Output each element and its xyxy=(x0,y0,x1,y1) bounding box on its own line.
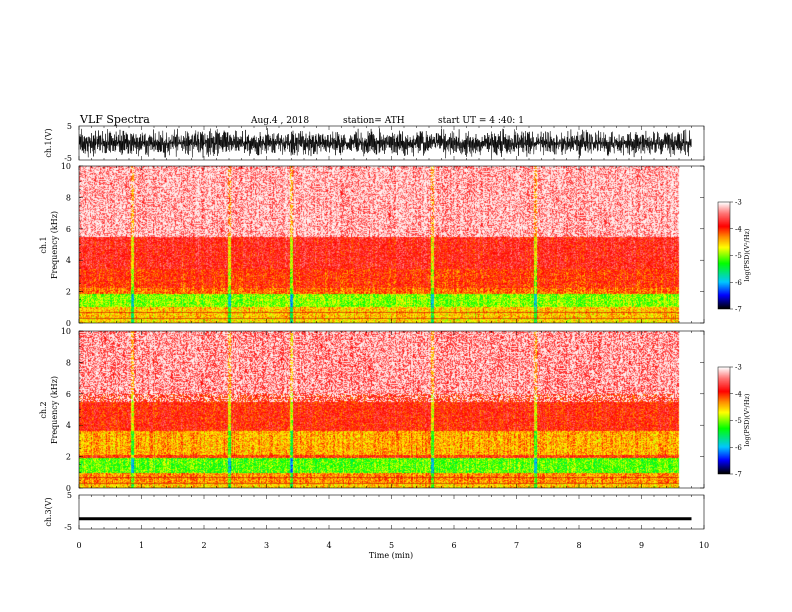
ch2-colorbar: -3 -4 -5 -6 -7 log(PSD)(V²/Hz) xyxy=(717,364,751,479)
ch1-spectrogram-image xyxy=(79,166,691,323)
freq-ticklabel: 2 xyxy=(66,453,71,462)
time-ticklabel: 9 xyxy=(639,541,644,550)
colorbar-ticklabel: -7 xyxy=(735,471,742,479)
colorbar-ticklabel: -4 xyxy=(735,390,742,398)
ch3-waveform-ticks xyxy=(78,495,705,529)
freq-ticklabel: 8 xyxy=(66,193,71,202)
colorbar-ticklabel: -5 xyxy=(735,252,742,260)
freq-ticklabel: 0 xyxy=(66,319,71,328)
ch1-ytick-top: 5 xyxy=(67,122,72,131)
ch3-waveform-panel: 5 -5 ch.3(V) 0 1 2 3 4 5 6 7 8 9 10 Time (min) xyxy=(44,491,709,560)
date-label: Aug.4 , 2018 xyxy=(250,116,309,126)
ch2-colorbar-label: log(PSD)(V²/Hz) xyxy=(743,393,751,446)
freq-ticklabel: 0 xyxy=(66,484,71,493)
ch2-colorbar-ticks: -3 -4 -5 -6 -7 xyxy=(730,364,742,479)
time-ticklabel: 5 xyxy=(389,541,394,550)
freq-ticklabel: 4 xyxy=(66,256,71,265)
ch1-freq-ticklabels: 0 2 4 6 8 10 xyxy=(61,162,704,328)
ch1-colorbar: -3 -4 -5 -6 -7 log(PSD)(V²/Hz) xyxy=(717,199,751,314)
time-ticklabel: 1 xyxy=(139,541,144,550)
freq-ticklabel: 6 xyxy=(66,225,71,234)
ch2-spectrogram-ylabel1: ch.2 xyxy=(39,401,48,418)
ch1-colorbar-gradient xyxy=(718,202,730,309)
colorbar-ticklabel: -5 xyxy=(735,417,742,425)
time-ticklabel: 10 xyxy=(699,541,709,550)
time-axis-label: Time (min) xyxy=(369,551,413,560)
ch1-ytick-bottom: -5 xyxy=(64,154,72,163)
time-ticklabel: 8 xyxy=(576,541,581,550)
time-ticklabel: 7 xyxy=(514,541,519,550)
freq-ticklabel: 2 xyxy=(66,288,71,297)
ch1-spectrogram-ylabel1: ch.1 xyxy=(39,236,48,253)
freq-ticklabel: 10 xyxy=(61,162,71,171)
ch1-spectrogram-panel: 0 2 4 6 8 10 ch.1 Frequency (kHz) xyxy=(39,162,705,328)
colorbar-ticklabel: -6 xyxy=(735,444,742,452)
colorbar-ticklabel: -4 xyxy=(735,225,742,233)
time-ticklabel: 0 xyxy=(76,541,81,550)
ch1-waveform-trace xyxy=(78,128,692,159)
ch2-colorbar-gradient xyxy=(718,367,730,474)
ch2-freq-ticklabels: 0 2 4 6 8 10 xyxy=(61,327,704,493)
ch3-ytick-top: 5 xyxy=(67,491,72,500)
time-ticklabel: 6 xyxy=(451,541,456,550)
freq-ticklabel: 4 xyxy=(66,421,71,430)
ch3-waveform-ylabel: ch.3(V) xyxy=(44,497,53,526)
colorbar-ticklabel: -6 xyxy=(735,279,742,287)
ch1-spectrogram-ylabel2: Frequency (kHz) xyxy=(50,211,59,279)
ch1-colorbar-label: log(PSD)(V²/Hz) xyxy=(743,228,751,281)
colorbar-ticklabel: -7 xyxy=(735,306,742,314)
freq-ticklabel: 10 xyxy=(61,327,71,336)
ch1-waveform-panel: 5 -5 ch.1(V) xyxy=(44,122,705,163)
ch3-ytick-bottom: -5 xyxy=(64,523,72,532)
time-ticklabel: 4 xyxy=(326,541,331,550)
ch1-waveform-ylabel: ch.1(V) xyxy=(44,128,53,157)
start-time-label: start UT = 4 :40: 1 xyxy=(438,116,524,126)
figure-title: VLF Spectra xyxy=(79,113,150,126)
ch2-spectrogram-ticks xyxy=(78,331,705,488)
ch2-spectrogram-ylabel2: Frequency (kHz) xyxy=(50,376,59,444)
station-label: station= ATH xyxy=(343,116,405,126)
ch1-colorbar-ticks: -3 -4 -5 -6 -7 xyxy=(730,199,742,314)
colorbar-ticklabel: -3 xyxy=(735,199,742,207)
time-axis-ticklabels: 0 1 2 3 4 5 6 7 8 9 10 xyxy=(76,541,709,550)
ch2-spectrogram-panel: 0 2 4 6 8 10 ch.2 Frequency (kHz) xyxy=(39,327,705,493)
ch1-waveform-line xyxy=(78,128,692,159)
ch1-spectrogram-ticks xyxy=(78,166,705,323)
time-ticklabel: 3 xyxy=(264,541,269,550)
ch1-waveform-ticks xyxy=(78,126,705,160)
ch2-spectrogram-image xyxy=(79,331,691,488)
freq-ticklabel: 8 xyxy=(66,358,71,367)
colorbar-ticklabel: -3 xyxy=(735,364,742,372)
ch3-waveform-frame xyxy=(78,494,705,530)
time-ticklabel: 2 xyxy=(201,541,206,550)
freq-ticklabel: 6 xyxy=(66,390,71,399)
